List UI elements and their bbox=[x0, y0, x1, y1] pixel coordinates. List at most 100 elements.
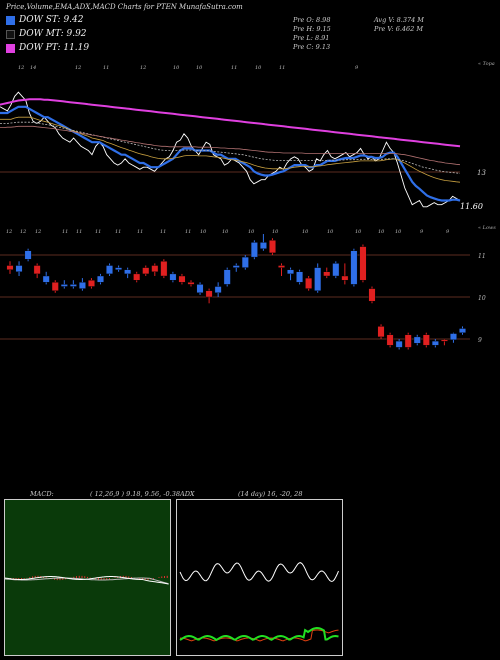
ema-date-label: 14 bbox=[30, 65, 36, 71]
candle-body bbox=[269, 240, 276, 254]
ema-price-label-last: 11.60 bbox=[460, 202, 483, 211]
candle-body bbox=[278, 265, 285, 268]
candle-date-label: 9 bbox=[446, 229, 450, 235]
ema-date-label: 12 bbox=[75, 65, 81, 71]
candle-y-tick: 10 bbox=[478, 295, 486, 302]
candle-body bbox=[323, 271, 331, 277]
candle-body bbox=[305, 277, 313, 289]
candle-body bbox=[205, 290, 213, 298]
adx-panel bbox=[176, 499, 343, 656]
candle-date-label: 10 bbox=[327, 229, 334, 235]
candle-body bbox=[359, 246, 367, 281]
candle-body bbox=[187, 282, 195, 285]
legend-dow-pt: DOW PT: 11.19 bbox=[6, 43, 89, 53]
candle-body bbox=[15, 265, 23, 273]
macd-line bbox=[4, 576, 169, 585]
series-line-ema-st bbox=[0, 105, 461, 202]
candle-body bbox=[196, 284, 204, 294]
ema-date-label: 10 bbox=[255, 65, 262, 71]
candle-date-label: 10 bbox=[302, 229, 309, 235]
candle-body bbox=[350, 250, 358, 285]
candle-date-label: 10 bbox=[378, 229, 385, 235]
adx-title: ADX bbox=[180, 490, 195, 498]
candle-body bbox=[133, 273, 141, 281]
candle-body bbox=[178, 275, 186, 283]
adx-di-plus-line bbox=[179, 626, 339, 642]
legend-dow-mt-label: DOW MT: 9.92 bbox=[19, 29, 87, 39]
stat-open: Pre O: 8.98 bbox=[293, 16, 331, 24]
ema-series-group bbox=[0, 91, 461, 208]
candle-date-label: 11 bbox=[160, 229, 166, 235]
candle-y-tick: 9 bbox=[478, 337, 482, 344]
candle-body bbox=[87, 280, 95, 287]
candle-date-label: 10 bbox=[272, 229, 279, 235]
candle-body bbox=[169, 273, 177, 281]
legend-swatch-pt bbox=[6, 43, 15, 53]
candle-body bbox=[368, 288, 376, 302]
candle-body bbox=[24, 250, 32, 260]
candle-body bbox=[431, 340, 439, 346]
candle-body bbox=[124, 269, 132, 275]
series-line-ema-mt3 bbox=[0, 125, 461, 166]
candle-date-label: 10 bbox=[200, 229, 207, 235]
candle-date-label: 11 bbox=[95, 229, 101, 235]
adx-series-group bbox=[179, 562, 339, 642]
candle-body bbox=[51, 282, 59, 291]
candle-date-label: 10 bbox=[248, 229, 255, 235]
stat-pre-volume: Pre V: 6.462 M bbox=[374, 25, 424, 33]
adx-svg bbox=[179, 562, 339, 642]
candle-date-label: 11 bbox=[185, 229, 191, 235]
candle-body bbox=[395, 340, 403, 348]
candle-body bbox=[106, 265, 114, 275]
candle-body bbox=[160, 261, 168, 277]
candle-body bbox=[78, 282, 86, 289]
candle-body bbox=[250, 242, 258, 258]
candle-body bbox=[296, 271, 304, 283]
ema-price-label-13: 13 bbox=[477, 169, 486, 177]
series-line-ema-mt2 bbox=[0, 121, 461, 174]
candle-body bbox=[341, 275, 349, 281]
stat-close: Pre C: 9.13 bbox=[293, 43, 331, 51]
candle-body bbox=[6, 265, 14, 270]
ema-date-label: 11 bbox=[103, 65, 109, 71]
macd-series-group bbox=[4, 575, 169, 585]
candle-body bbox=[232, 265, 240, 268]
candle-y-tick: 11 bbox=[478, 253, 486, 260]
series-line-ema-mt bbox=[0, 116, 461, 183]
legend-dow-st-label: DOW ST: 9.42 bbox=[19, 15, 84, 25]
stat-low: Pre L: 8.91 bbox=[293, 34, 330, 42]
candle-body bbox=[60, 284, 68, 287]
ema-date-label: 12 bbox=[140, 65, 146, 71]
macd-panel bbox=[4, 499, 171, 656]
legend-swatch-st bbox=[6, 15, 15, 25]
candlestick-chart: 12 12 12 11 11 11 11 11 11 11 10 10 10 10 10 10 10 10 10 9 9… bbox=[0, 225, 496, 350]
chart-title: Price,Volume,EMA,ADX,MACD Charts for PTE… bbox=[6, 3, 243, 11]
macd-params: ( 12,26,9 ) 9.18, 9.56, -0.38 bbox=[90, 490, 180, 498]
series-line-price bbox=[0, 91, 461, 208]
candle-date-label: 11 bbox=[115, 229, 121, 235]
candle-body bbox=[314, 267, 322, 291]
candle-body bbox=[214, 286, 222, 294]
candle-body bbox=[377, 326, 385, 338]
candle-group bbox=[6, 234, 466, 350]
candle-date-label: 12 bbox=[35, 229, 41, 235]
candle-body bbox=[459, 328, 466, 333]
candle-body bbox=[69, 284, 77, 287]
adx-params: (14 day) 16, -20, 28 bbox=[238, 490, 303, 498]
candle-body bbox=[142, 267, 150, 275]
candle-body bbox=[97, 275, 104, 283]
legend-dow-st: DOW ST: 9.42 bbox=[6, 15, 84, 25]
candle-date-label: 11 bbox=[62, 229, 68, 235]
ema-date-labels: 12 14 12 11 12 10 10 11 10 11 9 bbox=[18, 65, 359, 71]
candle-body bbox=[33, 265, 41, 275]
ema-date-label: 10 bbox=[173, 65, 180, 71]
ema-chart: 12 14 12 11 12 10 10 11 10 11 9 « Topa 13 11.60 bbox=[0, 61, 495, 211]
ema-date-label: 9 bbox=[355, 65, 359, 71]
macd-svg bbox=[4, 575, 169, 585]
candle-date-label: 10 bbox=[395, 229, 402, 235]
candle-date-label: 10 bbox=[222, 229, 229, 235]
ema-date-label: 11 bbox=[231, 65, 237, 71]
candle-body bbox=[386, 334, 394, 346]
candle-body bbox=[259, 242, 267, 249]
candle-body bbox=[422, 334, 430, 346]
